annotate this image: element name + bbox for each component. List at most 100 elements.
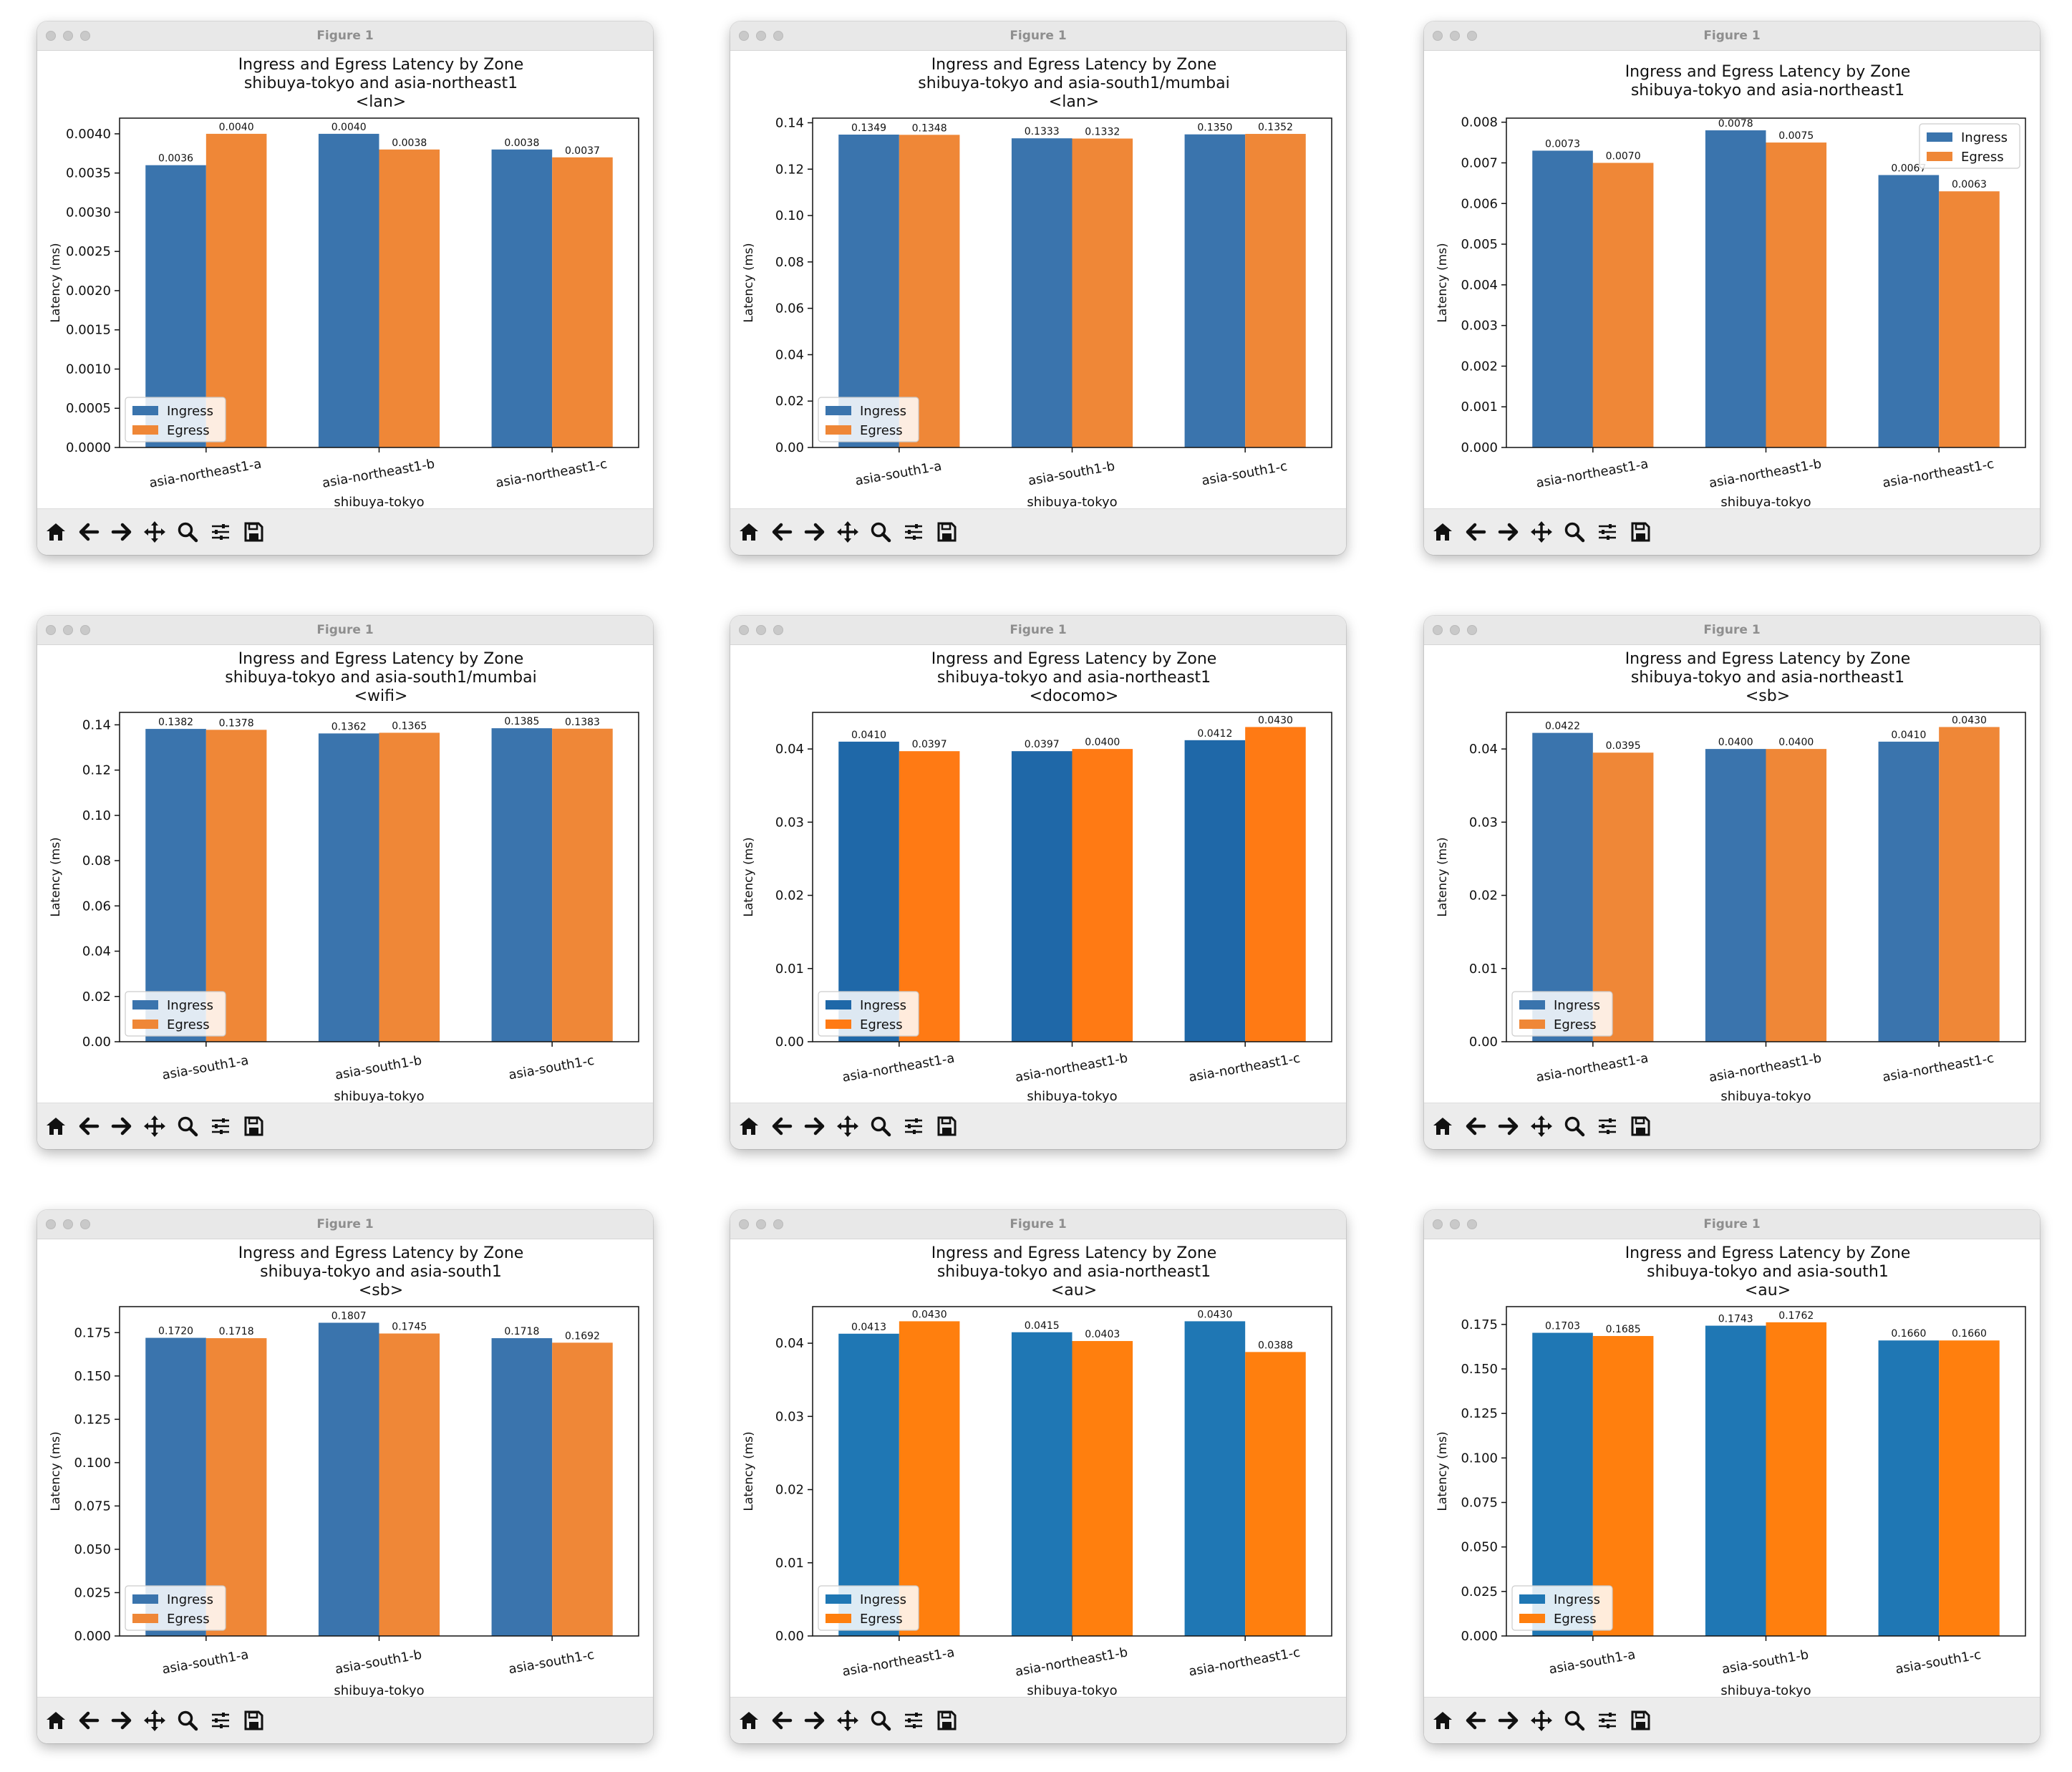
zoom-button[interactable] bbox=[1560, 1706, 1589, 1735]
close-button[interactable] bbox=[46, 31, 56, 41]
forward-arrow-button[interactable] bbox=[107, 518, 136, 546]
close-button[interactable] bbox=[739, 1219, 749, 1229]
minimize-button[interactable] bbox=[756, 1219, 766, 1229]
zoom-button[interactable] bbox=[173, 518, 202, 546]
minimize-button[interactable] bbox=[756, 31, 766, 41]
subplots-button[interactable] bbox=[899, 518, 928, 546]
home-button[interactable] bbox=[1428, 1112, 1457, 1141]
close-button[interactable] bbox=[1433, 1219, 1443, 1229]
zoom-window-button[interactable] bbox=[773, 31, 783, 41]
forward-arrow-button[interactable] bbox=[800, 1112, 829, 1141]
window-titlebar[interactable]: Figure 1 bbox=[1424, 21, 2040, 51]
subplots-button[interactable] bbox=[899, 1112, 928, 1141]
zoom-window-button[interactable] bbox=[1467, 1219, 1477, 1229]
zoom-window-button[interactable] bbox=[80, 625, 90, 635]
home-button[interactable] bbox=[735, 518, 763, 546]
home-button[interactable] bbox=[42, 1112, 70, 1141]
minimize-button[interactable] bbox=[63, 625, 73, 635]
minimize-button[interactable] bbox=[756, 625, 766, 635]
window-titlebar[interactable]: Figure 1 bbox=[730, 616, 1346, 645]
forward-arrow-button[interactable] bbox=[800, 518, 829, 546]
zoom-window-button[interactable] bbox=[80, 1219, 90, 1229]
forward-arrow-button[interactable] bbox=[1494, 1706, 1523, 1735]
save-button[interactable] bbox=[932, 518, 961, 546]
home-button[interactable] bbox=[1428, 1706, 1457, 1735]
back-arrow-button[interactable] bbox=[768, 1706, 796, 1735]
window-titlebar[interactable]: Figure 1 bbox=[730, 21, 1346, 51]
save-button[interactable] bbox=[239, 518, 268, 546]
zoom-window-button[interactable] bbox=[80, 31, 90, 41]
back-arrow-button[interactable] bbox=[74, 1112, 103, 1141]
forward-arrow-button[interactable] bbox=[107, 1112, 136, 1141]
chart-subtitle: shibuya-tokyo and asia-south1/mumbai bbox=[918, 74, 1229, 92]
pan-button[interactable] bbox=[140, 518, 169, 546]
zoom-window-button[interactable] bbox=[1467, 625, 1477, 635]
save-button[interactable] bbox=[1626, 1112, 1655, 1141]
zoom-button[interactable] bbox=[866, 518, 895, 546]
forward-arrow-button[interactable] bbox=[1494, 518, 1523, 546]
home-button[interactable] bbox=[735, 1112, 763, 1141]
zoom-window-button[interactable] bbox=[1467, 31, 1477, 41]
minimize-button[interactable] bbox=[1450, 625, 1460, 635]
forward-arrow-button[interactable] bbox=[1494, 1112, 1523, 1141]
zoom-window-button[interactable] bbox=[773, 625, 783, 635]
save-button[interactable] bbox=[239, 1706, 268, 1735]
pan-button[interactable] bbox=[1527, 518, 1556, 546]
minimize-button[interactable] bbox=[1450, 1219, 1460, 1229]
subplots-button[interactable] bbox=[206, 518, 235, 546]
subplots-button[interactable] bbox=[206, 1706, 235, 1735]
save-button[interactable] bbox=[1626, 1706, 1655, 1735]
subplots-button[interactable] bbox=[206, 1112, 235, 1141]
save-button[interactable] bbox=[1626, 518, 1655, 546]
zoom-window-button[interactable] bbox=[773, 1219, 783, 1229]
zoom-button[interactable] bbox=[866, 1706, 895, 1735]
subplots-button[interactable] bbox=[899, 1706, 928, 1735]
pan-button[interactable] bbox=[833, 518, 862, 546]
subplots-button[interactable] bbox=[1593, 1706, 1622, 1735]
save-button[interactable] bbox=[239, 1112, 268, 1141]
window-titlebar[interactable]: Figure 1 bbox=[37, 21, 653, 51]
zoom-button[interactable] bbox=[866, 1112, 895, 1141]
home-button[interactable] bbox=[1428, 518, 1457, 546]
pan-button[interactable] bbox=[833, 1706, 862, 1735]
back-arrow-button[interactable] bbox=[74, 518, 103, 546]
pan-button[interactable] bbox=[140, 1706, 169, 1735]
close-button[interactable] bbox=[1433, 31, 1443, 41]
pan-button[interactable] bbox=[1527, 1706, 1556, 1735]
close-button[interactable] bbox=[739, 31, 749, 41]
forward-arrow-button[interactable] bbox=[800, 1706, 829, 1735]
back-arrow-button[interactable] bbox=[1461, 518, 1490, 546]
close-button[interactable] bbox=[739, 625, 749, 635]
window-titlebar[interactable]: Figure 1 bbox=[1424, 1210, 2040, 1239]
minimize-button[interactable] bbox=[1450, 31, 1460, 41]
pan-button[interactable] bbox=[833, 1112, 862, 1141]
back-arrow-button[interactable] bbox=[1461, 1706, 1490, 1735]
forward-arrow-button[interactable] bbox=[107, 1706, 136, 1735]
back-arrow-button[interactable] bbox=[768, 518, 796, 546]
window-titlebar[interactable]: Figure 1 bbox=[730, 1210, 1346, 1239]
close-button[interactable] bbox=[46, 625, 56, 635]
minimize-button[interactable] bbox=[63, 31, 73, 41]
zoom-button[interactable] bbox=[173, 1706, 202, 1735]
save-button[interactable] bbox=[932, 1706, 961, 1735]
back-arrow-button[interactable] bbox=[768, 1112, 796, 1141]
save-button[interactable] bbox=[932, 1112, 961, 1141]
back-arrow-button[interactable] bbox=[74, 1706, 103, 1735]
zoom-button[interactable] bbox=[173, 1112, 202, 1141]
zoom-button[interactable] bbox=[1560, 518, 1589, 546]
window-titlebar[interactable]: Figure 1 bbox=[37, 616, 653, 645]
home-button[interactable] bbox=[42, 518, 70, 546]
pan-button[interactable] bbox=[140, 1112, 169, 1141]
back-arrow-button[interactable] bbox=[1461, 1112, 1490, 1141]
window-titlebar[interactable]: Figure 1 bbox=[37, 1210, 653, 1239]
home-button[interactable] bbox=[735, 1706, 763, 1735]
close-button[interactable] bbox=[46, 1219, 56, 1229]
pan-button[interactable] bbox=[1527, 1112, 1556, 1141]
zoom-button[interactable] bbox=[1560, 1112, 1589, 1141]
subplots-button[interactable] bbox=[1593, 1112, 1622, 1141]
close-button[interactable] bbox=[1433, 625, 1443, 635]
minimize-button[interactable] bbox=[63, 1219, 73, 1229]
subplots-button[interactable] bbox=[1593, 518, 1622, 546]
window-titlebar[interactable]: Figure 1 bbox=[1424, 616, 2040, 645]
home-button[interactable] bbox=[42, 1706, 70, 1735]
